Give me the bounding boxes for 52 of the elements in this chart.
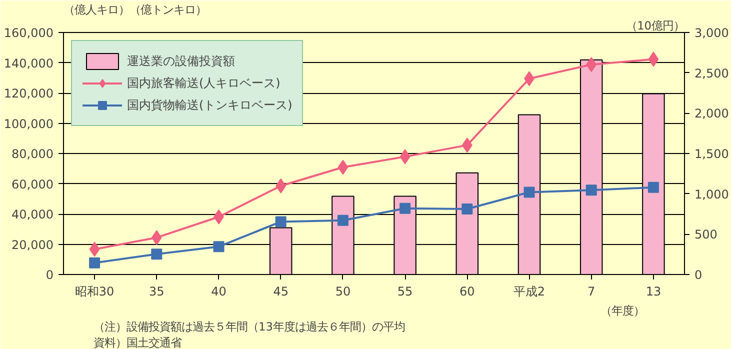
x-tick-label: 13 — [646, 284, 662, 298]
y-tick-label: 20,000 — [12, 238, 54, 252]
point — [151, 230, 162, 246]
point — [586, 57, 597, 72]
point — [400, 202, 411, 214]
legend-label: 国内旅客輸送(人キロベース) — [127, 74, 280, 92]
point — [338, 160, 348, 175]
y-tick-label: 40,000 — [12, 208, 54, 222]
point — [151, 248, 162, 260]
y-tick-label: 160,000 — [4, 26, 54, 40]
point — [462, 138, 472, 153]
y2-tick-label: 500 — [694, 228, 718, 242]
y2-tick-label: 0 — [694, 268, 702, 282]
x-tick-label: 40 — [211, 284, 226, 298]
y2-tick-label: 2,000 — [694, 106, 729, 121]
y-tick-label: 0 — [46, 268, 54, 282]
x-tick-label: 平成2 — [513, 284, 546, 298]
point — [89, 242, 100, 257]
y-axis-title: （億人キロ）（億トンキロ） — [64, 2, 206, 16]
y-tick-label: 60,000 — [12, 177, 54, 192]
y-tick-label: 120,000 — [4, 86, 54, 100]
legend-label: 国内貨物輸送(トンキロベース) — [127, 96, 292, 114]
x-tick-label: 55 — [397, 284, 413, 298]
point — [89, 257, 100, 268]
point — [648, 52, 659, 67]
point — [213, 241, 224, 252]
x-tick-label: 昭和30 — [74, 284, 114, 298]
point — [586, 184, 597, 196]
x-tick-label: 7 — [588, 284, 596, 298]
y2-tick-label: 1,000 — [694, 187, 729, 202]
y2-tick-label: 1,500 — [694, 147, 729, 161]
point — [276, 178, 286, 194]
point — [275, 216, 286, 228]
x-tick-label: 45 — [273, 284, 288, 298]
y2-axis-title: （10億円） — [626, 18, 685, 32]
x-tick-label: 50 — [335, 284, 351, 298]
point — [462, 204, 473, 215]
y-tick-label: 80,000 — [12, 147, 54, 161]
point — [337, 214, 348, 226]
legend-label: 運送業の設備投資額 — [127, 52, 235, 70]
y2-tick-label: 2,500 — [694, 66, 729, 80]
y2-tick-label: 3,000 — [694, 26, 729, 40]
x-tick-label: 60 — [460, 284, 475, 298]
point — [400, 149, 410, 164]
y-tick-label: 100,000 — [4, 116, 54, 131]
y-tick-label: 140,000 — [4, 56, 54, 70]
point — [648, 182, 659, 193]
point — [524, 186, 535, 198]
text: （注）設備投資額は過去５年間（13年度は過去６年間）の平均 — [94, 320, 405, 334]
x-tick-label: 35 — [149, 284, 164, 298]
x-axis-title: （年度） — [600, 304, 644, 318]
text: 資料）国土交通省 — [94, 336, 182, 349]
